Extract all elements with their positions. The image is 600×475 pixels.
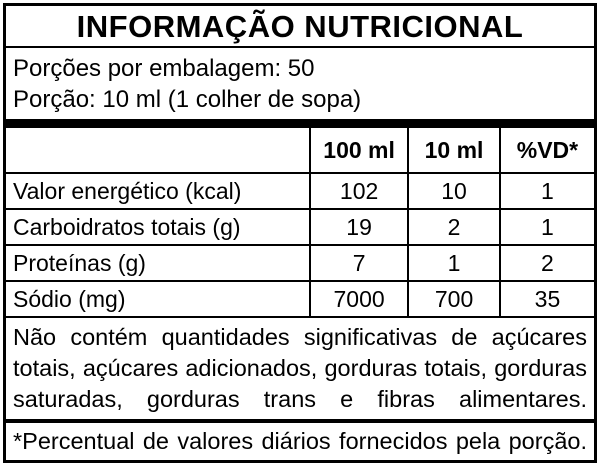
value-10ml: 10 (407, 173, 500, 210)
col-header-10ml: 10 ml (407, 128, 500, 174)
row-label: Carboidratos totais (g) (6, 209, 310, 246)
portion-size: Porção: 10 ml (1 colher de sopa) (13, 86, 362, 113)
value-100ml: 102 (308, 173, 409, 210)
table-row: Valor energético (kcal) 102 10 1 (6, 173, 594, 210)
col-header-vd: %VD* (498, 128, 594, 174)
col-header-blank (6, 128, 310, 174)
servings-per-package: Porções por embalagem: 50 (13, 55, 315, 82)
thick-divider-top (6, 119, 594, 128)
nutrition-table: 100 ml 10 ml %VD* Valor energético (kcal… (6, 128, 594, 318)
value-100ml: 7000 (308, 281, 409, 318)
table-row: Proteínas (g) 7 1 2 (6, 245, 594, 282)
value-vd: 35 (498, 281, 594, 318)
value-10ml: 1 (407, 245, 500, 282)
table-row: Carboidratos totais (g) 19 2 1 (6, 209, 594, 246)
value-vd: 1 (498, 209, 594, 246)
row-label: Valor energético (kcal) (6, 173, 310, 210)
thick-divider-bottom (6, 419, 594, 423)
row-label: Sódio (mg) (6, 281, 310, 318)
value-10ml: 2 (407, 209, 500, 246)
note-line: totais, açúcares adicionados, gorduras t… (13, 355, 587, 381)
daily-values-footnote: *Percentual de valores diários fornecido… (13, 428, 587, 454)
value-100ml: 19 (308, 209, 409, 246)
insignificant-amounts-note: Não contém quantidades significativas de… (6, 318, 594, 417)
value-10ml: 700 (407, 281, 500, 318)
value-vd: 2 (498, 245, 594, 282)
table-row: Sódio (mg) 7000 700 35 (6, 281, 594, 318)
value-100ml: 7 (308, 245, 409, 282)
note-line: Não contém quantidades significativas de… (13, 324, 587, 350)
serving-info: Porções por embalagem: 50 Porção: 10 ml … (6, 48, 594, 119)
nutrition-label: INFORMAÇÃO NUTRICIONAL Porções por embal… (3, 3, 597, 463)
col-header-100ml: 100 ml (308, 128, 409, 174)
note-line: saturadas, gorduras trans e fibras alime… (13, 386, 587, 412)
table-header-row: 100 ml 10 ml %VD* (6, 128, 594, 174)
label-title: INFORMAÇÃO NUTRICIONAL (6, 6, 594, 48)
row-label: Proteínas (g) (6, 245, 310, 282)
value-vd: 1 (498, 173, 594, 210)
